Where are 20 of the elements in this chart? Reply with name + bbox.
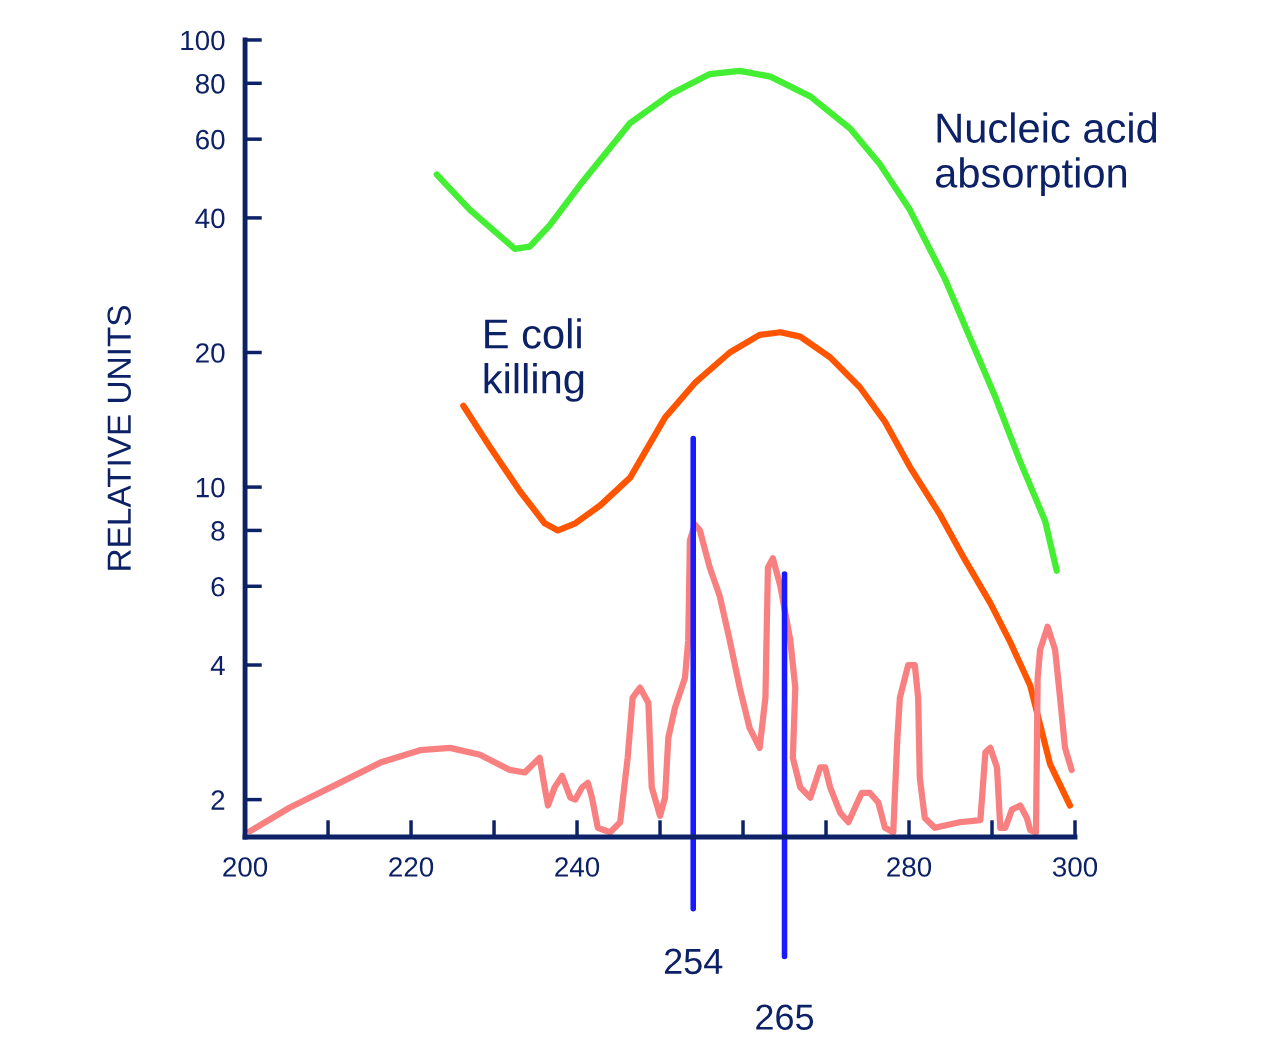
x-tick-label: 300: [1052, 857, 1098, 877]
y-tick-label: 2: [211, 790, 225, 810]
x-tick-label: 220: [389, 857, 434, 877]
y-tick-label: 60: [196, 129, 225, 150]
y-axis-title: RELATIVE UNITS: [107, 306, 132, 570]
y-tick-label: 4: [210, 655, 225, 676]
y-tick-label: 20: [196, 343, 225, 363]
y-tick-label: 100: [181, 30, 225, 51]
x-tick-label: 280: [887, 857, 932, 877]
y-tick-label: 10: [196, 477, 225, 498]
x-tick-label: 200: [223, 857, 268, 877]
y-tick-label: 8: [211, 521, 225, 541]
y-tick-label: 80: [195, 73, 225, 94]
series-label: E coli killing: [484, 318, 584, 402]
y-tick-label: 6: [211, 576, 225, 597]
x-tick-label: 240: [555, 857, 600, 877]
ref-line-label: 254: [664, 948, 723, 975]
series-label: Nucleic acid absorption: [935, 112, 1157, 197]
y-tick-label: 40: [195, 208, 225, 229]
ref-line-label: 265: [756, 1004, 814, 1030]
